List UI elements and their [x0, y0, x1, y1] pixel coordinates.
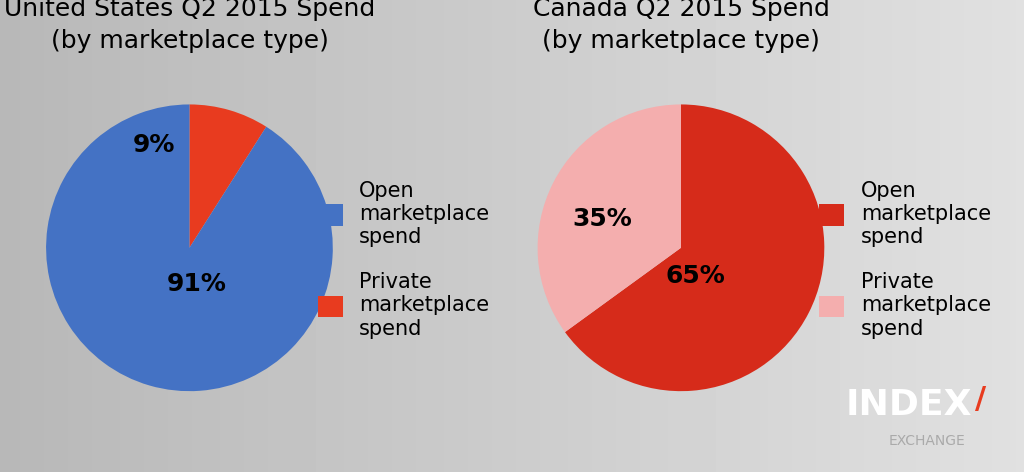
- Text: EXCHANGE: EXCHANGE: [889, 434, 965, 448]
- Title: United States Q2 2015 Spend
(by marketplace type): United States Q2 2015 Spend (by marketpl…: [4, 0, 375, 53]
- Wedge shape: [538, 104, 681, 332]
- Text: 91%: 91%: [167, 272, 226, 295]
- Wedge shape: [565, 104, 824, 391]
- Wedge shape: [46, 104, 333, 391]
- Legend: Open
marketplace
spend, Private
marketplace
spend: Open marketplace spend, Private marketpl…: [317, 181, 489, 338]
- Text: INDEX: INDEX: [846, 388, 972, 421]
- Text: 35%: 35%: [572, 207, 632, 231]
- Text: 9%: 9%: [132, 133, 175, 157]
- Text: /: /: [975, 385, 986, 414]
- Text: 65%: 65%: [666, 264, 725, 288]
- Title: Canada Q2 2015 Spend
(by marketplace type): Canada Q2 2015 Spend (by marketplace typ…: [532, 0, 829, 53]
- Wedge shape: [189, 104, 266, 248]
- Legend: Open
marketplace
spend, Private
marketplace
spend: Open marketplace spend, Private marketpl…: [819, 181, 991, 338]
